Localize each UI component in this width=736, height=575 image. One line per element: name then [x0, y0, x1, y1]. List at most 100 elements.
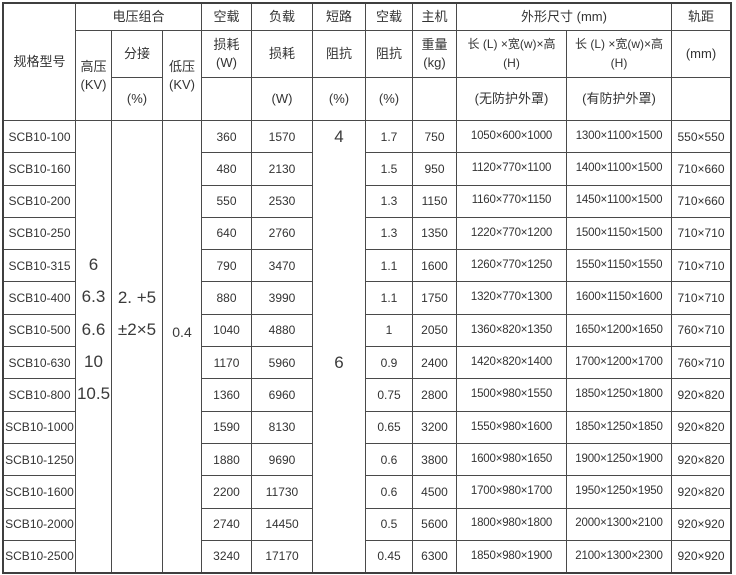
no-load-loss-cell: 360: [202, 121, 251, 153]
model-cell: SCB10-315: [4, 250, 75, 282]
hv-value: 6.3: [81, 287, 106, 307]
weight-cell: 2050: [413, 314, 456, 347]
weight-cell: 1600: [413, 250, 456, 282]
tap-values: 2. +5 ±2×5: [112, 282, 162, 347]
header-tap-unit: (%): [112, 78, 162, 120]
no-load-impedance-cell: 1.3: [366, 185, 412, 217]
gauge-cell: 550×550: [672, 121, 730, 153]
dims-enclosed-cell: 1550×1150×1550: [567, 250, 671, 282]
gauge-cell: 920×820: [672, 411, 730, 443]
no-load-loss-cell: 1360: [202, 379, 251, 411]
no-load-impedance-cell: 1.5: [366, 153, 412, 185]
dims-enclosed-cell: 1850×1250×1850: [567, 411, 671, 443]
header-dims-lwh-open: 长 (L) ×宽(w)×高 (H): [457, 31, 566, 77]
header-gauge: 轨距: [672, 4, 730, 30]
dims-open-cell: 1360×820×1350: [457, 314, 566, 347]
no-load-loss-cell: 1170: [202, 347, 251, 379]
header-nl-impedance: 阻抗: [366, 31, 412, 77]
gauge-cell: 920×820: [672, 443, 730, 476]
dims-open-cell: 1260×770×1250: [457, 250, 566, 282]
header-weight-label: 重量: [421, 37, 448, 53]
weight-cell: 6300: [413, 540, 456, 573]
model-cell: SCB10-400: [4, 282, 75, 314]
lv-value: 0.4: [172, 324, 192, 340]
no-load-loss-cell: 2200: [202, 476, 251, 508]
no-load-impedance-cell: 1.1: [366, 282, 412, 314]
model-cell: SCB10-1000: [4, 411, 75, 443]
hv-value: 10: [84, 351, 103, 371]
sc-impedance-value-6: 6: [334, 353, 344, 372]
header-sc-impedance: 阻抗: [313, 31, 365, 77]
gauge-cell: 760×710: [672, 347, 730, 379]
header-short-circuit: 短路: [313, 4, 365, 30]
no-load-loss-cell: 550: [202, 185, 251, 217]
weight-cell: 5600: [413, 508, 456, 540]
gauge-cell: 760×710: [672, 314, 730, 347]
no-load-impedance-cell: 0.75: [366, 379, 412, 411]
tap-value: 2. +5: [117, 288, 157, 307]
dims-enclosed-cell: 1850×1250×1800: [567, 379, 671, 411]
dims-open-cell: 1320×770×1300: [457, 282, 566, 314]
weight-cell: 1350: [413, 217, 456, 250]
dims-enclosed-cell: 2000×1300×2100: [567, 508, 671, 540]
dims-open-cell: 1160×770×1150: [457, 185, 566, 217]
header-lv-label: 低压: [168, 58, 195, 74]
header-gauge-unit: (mm): [672, 31, 730, 77]
load-loss-cell: 1570: [252, 121, 312, 153]
model-cell: SCB10-630: [4, 347, 75, 379]
header-load-loss: 损耗: [252, 31, 312, 77]
no-load-impedance-cell: 1.1: [366, 250, 412, 282]
no-load-impedance-cell: 1.7: [366, 121, 412, 153]
header-weight: 重量 (kg): [413, 31, 456, 77]
dims-open-cell: 1600×980×1650: [457, 443, 566, 476]
load-loss-cell: 3470: [252, 250, 312, 282]
no-load-loss-cell: 1880: [202, 443, 251, 476]
load-loss-cell: 11730: [252, 476, 312, 508]
no-load-impedance-cell: 0.5: [366, 508, 412, 540]
load-loss-cell: 8130: [252, 411, 312, 443]
dims-open-cell: 1500×980×1550: [457, 379, 566, 411]
hv-merged-cell: 6 6.3 6.6 10 10.5: [76, 121, 111, 573]
model-cell: SCB10-2000: [4, 508, 75, 540]
header-model: 规格型号: [4, 4, 75, 120]
no-load-impedance-cell: 0.6: [366, 443, 412, 476]
hv-value: 6.6: [81, 319, 106, 339]
no-load-impedance-cell: 0.9: [366, 347, 412, 379]
header-dims-lwh-enclosed: 长 (L) ×宽(w)×高 (H): [567, 31, 671, 77]
header-lv: 低压 (KV): [163, 31, 201, 120]
load-loss-cell: 2760: [252, 217, 312, 250]
model-cell: SCB10-160: [4, 153, 75, 185]
sc-impedance-value-4: 4: [334, 127, 344, 146]
gauge-cell: 920×820: [672, 379, 730, 411]
header-hv: 高压 (KV): [76, 31, 111, 120]
weight-cell: 950: [413, 153, 456, 185]
dims-enclosed-cell: 1650×1200×1650: [567, 314, 671, 347]
weight-cell: 1150: [413, 185, 456, 217]
dims-enclosed-cell: 1400×1100×1500: [567, 153, 671, 185]
dims-open-cell: 1050×600×1000: [457, 121, 566, 153]
dims-enclosed-cell: 1950×1250×1950: [567, 476, 671, 508]
no-load-loss-cell: 1590: [202, 411, 251, 443]
header-voltage-group: 电压组合: [76, 4, 201, 30]
header-loss-unit: (W): [216, 55, 237, 70]
no-load-impedance-cell: 1.3: [366, 217, 412, 250]
load-loss-cell: 17170: [252, 540, 312, 573]
dims-open-cell: 1420×820×1400: [457, 347, 566, 379]
no-load-loss-cell: 3240: [202, 540, 251, 573]
load-loss-cell: 9690: [252, 443, 312, 476]
load-loss-cell: 3990: [252, 282, 312, 314]
weight-cell: 750: [413, 121, 456, 153]
dims-enclosed-cell: 1900×1250×1900: [567, 443, 671, 476]
header-dimensions: 外形尺寸 (mm): [457, 4, 671, 30]
load-loss-cell: 14450: [252, 508, 312, 540]
weight-cell: 4500: [413, 476, 456, 508]
gauge-cell: 710×660: [672, 185, 730, 217]
load-loss-cell: 6960: [252, 379, 312, 411]
header-no-load-2: 空载: [366, 4, 412, 30]
header-empty-3: [672, 78, 730, 120]
dims-enclosed-cell: 1700×1200×1700: [567, 347, 671, 379]
load-loss-cell: 2530: [252, 185, 312, 217]
dims-open-cell: 1850×980×1900: [457, 540, 566, 573]
header-load: 负载: [252, 4, 312, 30]
no-load-impedance-cell: 0.45: [366, 540, 412, 573]
